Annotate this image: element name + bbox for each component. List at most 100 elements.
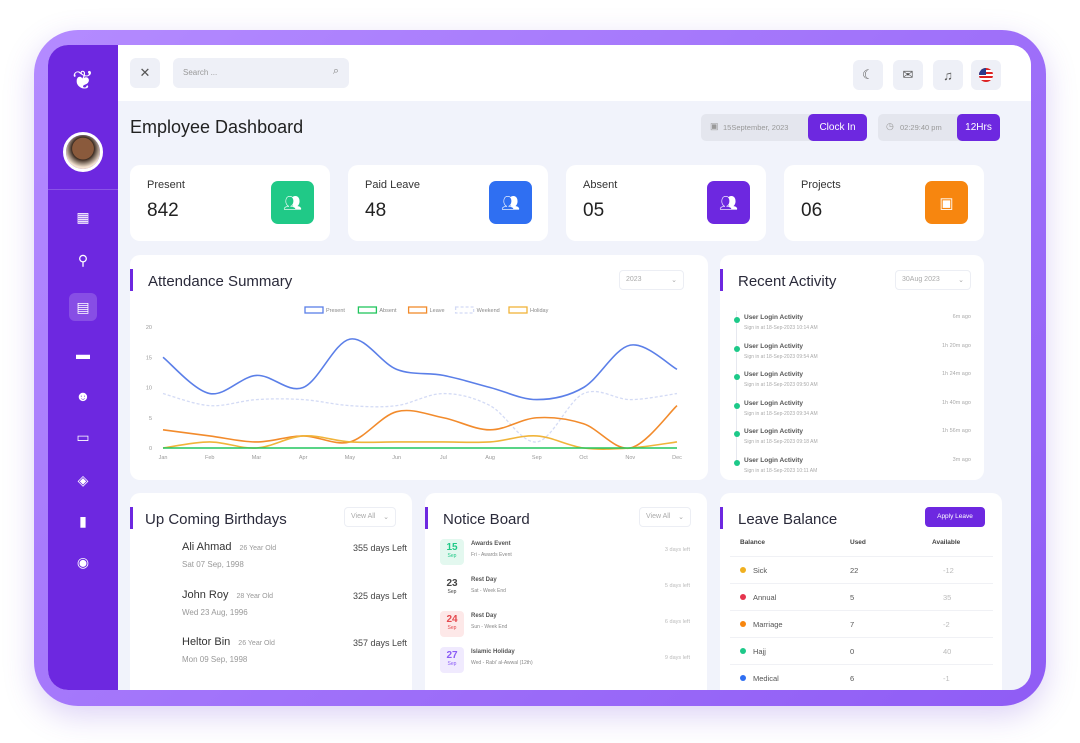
leave-type-dot bbox=[740, 594, 746, 600]
notice-item[interactable]: 27 Sep Islamic Holiday Wed - Rabi' al-Awwal… bbox=[440, 647, 690, 675]
stat-label: Projects bbox=[801, 179, 841, 191]
x-tick-label: Oct bbox=[579, 455, 588, 461]
dashboard-icon[interactable]: ▦ bbox=[76, 208, 90, 225]
birthday-item[interactable]: Ali Ahmad 26 Year Old Sat 07 Sep, 1998 355 … bbox=[182, 537, 407, 569]
birthday-item[interactable]: John Roy 28 Year Old Wed 23 Aug, 1996 325 d… bbox=[182, 585, 407, 617]
notice-title: Rest Day bbox=[471, 577, 497, 583]
legend-label[interactable]: Leave bbox=[430, 308, 445, 314]
legend-label[interactable]: Present bbox=[326, 308, 345, 314]
dark-mode-icon[interactable]: ☾ bbox=[853, 60, 883, 90]
stat-card-present: Present 842 👥︎ bbox=[130, 165, 330, 241]
calendar-icon[interactable]: ▤ bbox=[69, 293, 97, 321]
dropdown-value: View All bbox=[646, 513, 671, 520]
robot-icon[interactable]: ☻ bbox=[75, 388, 91, 404]
status-dot bbox=[734, 402, 740, 409]
stat-card-projects: Projects 06 ▣ bbox=[784, 165, 984, 241]
chat-icon[interactable]: ▭ bbox=[76, 428, 90, 445]
time-text: 02:29:40 pm bbox=[900, 123, 942, 132]
activity-time: 1h 20m ago bbox=[941, 342, 971, 349]
leave-type: Marriage bbox=[753, 620, 783, 629]
x-tick-label: Nov bbox=[625, 455, 635, 461]
stack-icon[interactable]: ◈ bbox=[77, 471, 89, 488]
stat-label: Paid Leave bbox=[365, 179, 421, 191]
year-dropdown[interactable]: 2023 ⌄ bbox=[619, 270, 684, 290]
legend-swatch[interactable] bbox=[304, 306, 324, 314]
activity-time: 1h 40m ago bbox=[941, 399, 971, 406]
notice-day: 27 bbox=[446, 650, 458, 661]
leave-row: Annual 5 35 bbox=[730, 583, 993, 610]
leave-type: Medical bbox=[753, 674, 779, 683]
notice-date-badge: 15 Sep bbox=[440, 539, 464, 565]
legend-label[interactable]: Holiday bbox=[530, 308, 549, 314]
legend-label[interactable]: Weekend bbox=[477, 308, 500, 314]
bar-chart-icon[interactable]: ▮ bbox=[79, 512, 87, 529]
card-title: Up Coming Birthdays bbox=[145, 511, 287, 528]
logo-icon: ❦ bbox=[72, 65, 94, 95]
card-title: Attendance Summary bbox=[148, 273, 293, 290]
close-menu-button[interactable]: ✕ bbox=[130, 58, 160, 88]
x-tick-label: Mar bbox=[252, 455, 262, 461]
mail-icon[interactable]: ✉ bbox=[893, 60, 923, 90]
users-icon: 👥︎ bbox=[271, 181, 314, 224]
legend-swatch[interactable] bbox=[508, 306, 528, 314]
legend-swatch[interactable] bbox=[454, 306, 475, 314]
leave-available: 40 bbox=[943, 647, 952, 656]
legend-label[interactable]: Absent bbox=[379, 308, 397, 314]
briefcase-icon: ▣ bbox=[925, 181, 968, 224]
stat-card-absent: Absent 05 👥︎ bbox=[566, 165, 766, 241]
recent-activity-card: Recent Activity 30Aug 2023 ⌄ User Login A… bbox=[720, 255, 984, 480]
y-tick-label: 0 bbox=[149, 446, 152, 452]
person-age: 26 Year Old bbox=[238, 640, 275, 647]
person-age: 26 Year Old bbox=[239, 545, 277, 552]
title-accent bbox=[425, 507, 428, 529]
apply-leave-button[interactable]: Apply Leave bbox=[925, 507, 985, 527]
date-display: ▣ 15September, 2023 Clock In bbox=[701, 114, 867, 141]
legend-swatch[interactable] bbox=[357, 306, 378, 314]
card-icon[interactable]: ▬ bbox=[76, 346, 90, 362]
view-all-dropdown[interactable]: View All ⌄ bbox=[344, 507, 396, 527]
hours-button[interactable]: 12Hrs bbox=[957, 114, 1000, 141]
leave-available: 35 bbox=[943, 593, 952, 602]
days-left: 325 days Left bbox=[352, 590, 407, 601]
notice-item[interactable]: 15 Sep Awards Event Fri - Awards Event 3 day… bbox=[440, 539, 690, 567]
bell-icon[interactable]: ♫ bbox=[933, 60, 963, 90]
search-input[interactable]: Search ... ⌕ bbox=[173, 58, 349, 88]
users-icon: 👥︎ bbox=[489, 181, 532, 224]
status-dot bbox=[734, 460, 740, 466]
user-search-icon[interactable]: ⚲ bbox=[77, 251, 89, 268]
activity-title: User Login Activity bbox=[744, 399, 803, 407]
person-name: John Roy bbox=[182, 588, 229, 601]
date-dropdown[interactable]: 30Aug 2023 ⌄ bbox=[895, 270, 971, 290]
clock-in-button[interactable]: Clock In bbox=[808, 114, 867, 141]
stat-label: Absent bbox=[583, 179, 618, 191]
user-circle-icon[interactable]: ◉ bbox=[76, 553, 90, 570]
notice-item[interactable]: 24 Sep Rest Day Sun - Week End 6 days left bbox=[440, 611, 690, 639]
us-flag-icon[interactable] bbox=[971, 60, 1001, 90]
status-dot bbox=[734, 374, 740, 381]
notice-subtitle: Sat - Week End bbox=[471, 588, 506, 594]
leave-row: Hajj 0 40 bbox=[730, 637, 993, 664]
days-left: 357 days Left bbox=[352, 638, 407, 648]
notice-days-left: 9 days left bbox=[664, 655, 690, 661]
birth-date: Mon 09 Sep, 1998 bbox=[182, 655, 248, 664]
notice-month: Sep bbox=[447, 589, 457, 595]
dropdown-value: 30Aug 2023 bbox=[902, 276, 940, 283]
top-bar: ✕ Search ... ⌕ ☾ ✉ ♫ bbox=[118, 45, 1031, 101]
activity-subtitle: Sign in at 18-Sep-2023 10:14 AM bbox=[744, 325, 818, 331]
status-dot bbox=[734, 317, 740, 323]
notice-subtitle: Fri - Awards Event bbox=[471, 552, 512, 558]
leave-balance-card: Leave Balance Apply Leave Balance Used A… bbox=[720, 493, 1002, 690]
birthday-item[interactable]: Heltor Bin 26 Year Old Mon 09 Sep, 1998 357… bbox=[182, 632, 407, 664]
stat-value: 48 bbox=[365, 200, 387, 221]
leave-type-dot bbox=[740, 567, 746, 573]
birth-date: Wed 23 Aug, 1996 bbox=[182, 607, 248, 617]
x-tick-label: Sep bbox=[532, 455, 542, 461]
avatar[interactable] bbox=[63, 132, 103, 172]
activity-title: User Login Activity bbox=[744, 428, 803, 436]
calendar-small-icon: ▣ bbox=[710, 121, 719, 131]
legend-swatch[interactable] bbox=[407, 306, 428, 314]
view-all-dropdown[interactable]: View All ⌄ bbox=[639, 507, 691, 527]
notice-item[interactable]: 23 Sep Rest Day Sat - Week End 5 days left bbox=[440, 575, 690, 603]
notice-days-left: 5 days left bbox=[664, 583, 690, 589]
column-header-used: Used bbox=[850, 539, 866, 546]
